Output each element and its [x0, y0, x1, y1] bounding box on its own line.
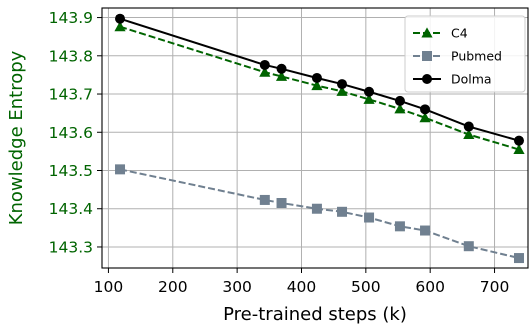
axis-ticks: 100 200 300 400 500 600 700 143.3 143.4 143.5 143.…	[49, 9, 510, 296]
legend-marker-c4	[421, 27, 433, 38]
y-axis-label: Knowledge Entropy	[6, 50, 27, 225]
data-point-c4	[363, 93, 375, 104]
data-point-dolma	[259, 59, 270, 70]
data-point-dolma	[311, 72, 322, 83]
data-point-c4	[311, 80, 323, 91]
x-tick-label: 600	[415, 278, 445, 296]
data-point-pubmed	[276, 198, 287, 208]
data-point-c4	[419, 112, 431, 123]
series-line-dolma	[119, 17, 520, 142]
data-point-c4	[275, 70, 288, 81]
data-point-dolma	[364, 86, 375, 97]
legend-marker-dolma	[422, 74, 432, 84]
data-point-pubmed	[364, 212, 375, 223]
data-point-c4	[336, 85, 348, 96]
data-point-dolma	[420, 104, 431, 115]
series-line-pubmed	[119, 168, 520, 260]
x-tick-label: 200	[158, 278, 188, 296]
x-tick-label: 100	[94, 278, 124, 296]
data-point-pubmed	[394, 221, 405, 232]
y-tick-label: 143.5	[49, 162, 93, 180]
data-point-pubmed	[420, 225, 431, 236]
series-layer	[114, 13, 525, 264]
data-point-c4	[114, 21, 126, 32]
data-point-dolma	[337, 79, 348, 90]
data-point-pubmed	[337, 206, 348, 217]
legend-marker-pubmed	[422, 51, 432, 61]
x-tick-label: 400	[287, 278, 317, 296]
x-tick-label: 300	[222, 278, 252, 296]
data-point-dolma	[463, 121, 474, 132]
data-point-dolma	[394, 95, 405, 106]
y-tick-label: 143.9	[49, 9, 93, 27]
y-tick-label: 143.4	[49, 200, 93, 218]
x-tick-label: 700	[480, 278, 510, 296]
legend-label-pubmed: Pubmed	[451, 49, 502, 64]
data-point-pubmed	[115, 164, 126, 175]
x-axis-label: Pre-trained steps (k)	[223, 304, 407, 325]
data-point-dolma	[115, 13, 126, 24]
legend-box	[404, 15, 526, 93]
legend-label-c4: C4	[451, 26, 468, 41]
data-point-c4	[513, 143, 525, 154]
legend-label-dolma: Dolma	[451, 72, 492, 87]
y-tick-label: 143.8	[49, 47, 93, 65]
y-tick-label: 143.7	[49, 86, 93, 104]
data-point-pubmed	[259, 194, 270, 205]
data-point-pubmed	[513, 253, 524, 264]
y-tick-label: 143.3	[49, 238, 93, 256]
data-point-pubmed	[311, 203, 322, 214]
data-point-dolma	[513, 135, 524, 146]
series-line-c4	[119, 25, 520, 151]
y-tick-label: 143.6	[49, 124, 93, 142]
x-tick-label: 500	[351, 278, 381, 296]
data-point-c4	[259, 66, 271, 77]
legend: C4 Pubmed Dolma	[404, 15, 526, 93]
data-point-pubmed	[463, 241, 474, 252]
data-point-dolma	[276, 63, 287, 74]
plot-area-frame	[101, 7, 529, 269]
data-point-c4	[463, 128, 475, 140]
data-point-c4	[394, 103, 406, 114]
